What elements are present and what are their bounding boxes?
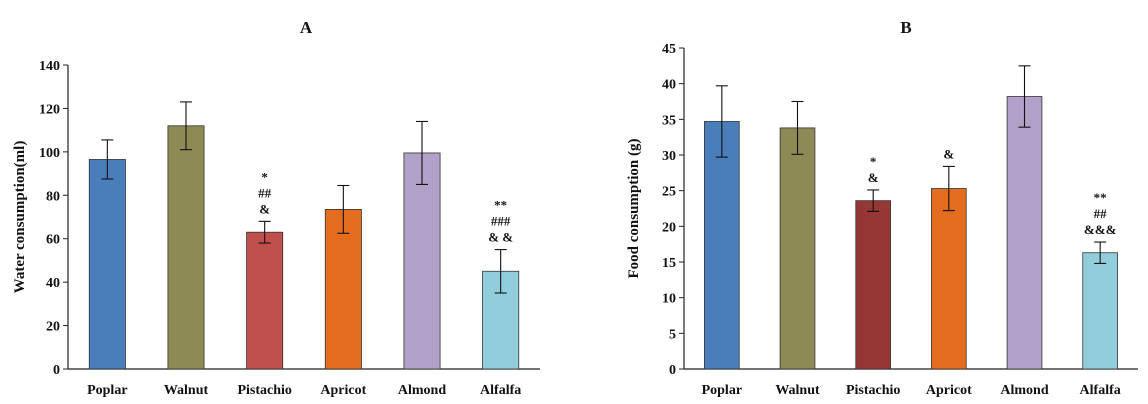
significance-label: ## <box>1094 206 1108 221</box>
y-tick-label: 80 <box>46 189 60 204</box>
y-tick-label: 100 <box>39 146 60 161</box>
significance-label: ### <box>491 214 511 229</box>
x-tick-label: Poplar <box>87 383 127 398</box>
y-axis-label: Water consumption(ml) <box>12 141 28 294</box>
y-tick-label: 30 <box>662 149 676 164</box>
significance-label: ## <box>258 185 272 200</box>
bar-poplar <box>704 121 740 370</box>
significance-label: & <box>943 146 954 161</box>
x-tick-label: Pistachio <box>846 383 900 398</box>
bar-alfalfa <box>1082 252 1118 370</box>
significance-label: * <box>261 169 268 184</box>
y-tick-label: 45 <box>662 42 676 57</box>
y-tick-label: 20 <box>662 220 676 235</box>
bar-poplar <box>88 159 126 370</box>
bar-pistachio <box>855 200 891 370</box>
bar-almond <box>403 152 441 370</box>
y-tick-label: 40 <box>662 78 676 93</box>
y-tick-label: 140 <box>39 59 60 74</box>
y-tick-label: 40 <box>46 276 60 291</box>
x-tick-label: Pistachio <box>237 383 291 398</box>
x-tick-label: Walnut <box>775 383 820 398</box>
y-axis-label: Food consumption (g) <box>626 138 642 278</box>
y-tick-label: 25 <box>662 185 676 200</box>
chart-title: B <box>900 18 911 37</box>
x-tick-label: Almond <box>398 383 446 398</box>
x-tick-label: Alfalfa <box>1080 383 1121 398</box>
y-tick-label: 5 <box>669 327 676 342</box>
y-tick-label: 10 <box>662 292 676 307</box>
significance-label: & & <box>488 230 513 245</box>
chart-title: A <box>300 18 313 37</box>
y-tick-label: 20 <box>46 320 60 335</box>
significance-label: ** <box>494 198 507 213</box>
x-tick-label: Walnut <box>164 383 209 398</box>
significance-label: ** <box>1094 190 1107 205</box>
y-tick-label: 120 <box>39 102 60 117</box>
bar-pistachio <box>246 231 284 370</box>
x-tick-label: Almond <box>1000 383 1048 398</box>
significance-label: * <box>870 154 877 169</box>
significance-label: & <box>868 170 879 185</box>
chart-panel-b: B Food consumption (g) 0 5 10 15 20 25 30 35 40 45 P… <box>626 18 1138 398</box>
significance-label: &&& <box>1084 222 1117 237</box>
x-tick-label: Apricot <box>926 383 972 398</box>
significance-label: & <box>259 201 270 216</box>
bar-apricot <box>931 188 967 370</box>
y-tick-label: 15 <box>662 256 676 271</box>
x-tick-label: Poplar <box>702 383 742 398</box>
y-tick-label: 0 <box>53 363 60 378</box>
chart-panel-a: A Water consumption(ml) 0 20 40 60 80 100 120 140… <box>12 18 540 398</box>
x-tick-label: Alfalfa <box>480 383 521 398</box>
bar-almond <box>1006 96 1043 370</box>
y-tick-label: 60 <box>46 233 60 248</box>
bar-walnut <box>779 127 816 370</box>
x-tick-label: Apricot <box>320 383 366 398</box>
y-tick-label: 0 <box>669 363 676 378</box>
y-tick-label: 35 <box>662 113 676 128</box>
bar-walnut <box>167 125 205 370</box>
